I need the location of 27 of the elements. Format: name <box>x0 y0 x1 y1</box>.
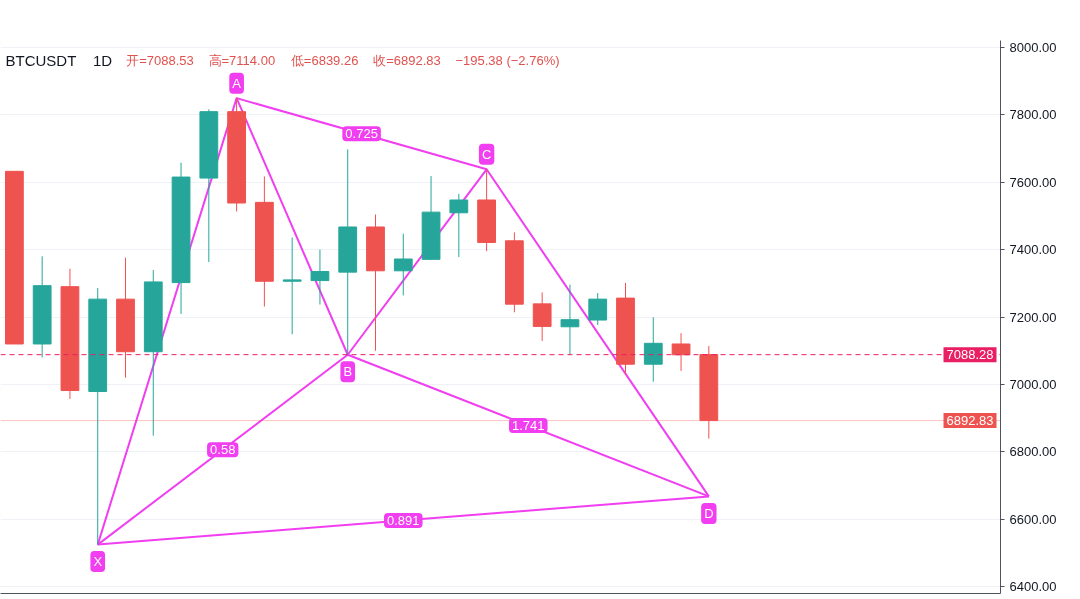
series-label: 1.741 <box>512 418 545 434</box>
series-label: 0.58 <box>210 442 236 458</box>
data-label: X <box>93 554 103 570</box>
y-tick-label: 7600.00 <box>1009 174 1057 190</box>
y-tick-label: 6800.00 <box>1009 444 1057 460</box>
y-tick-label: 6400.00 <box>1009 579 1057 595</box>
annotation: 高=7114.00 <box>208 53 276 68</box>
y-tick-label: 7800.00 <box>1009 107 1057 123</box>
data-label: A <box>232 75 242 91</box>
data-label: B <box>343 364 353 380</box>
ref-line-label: 6892.83 <box>946 413 994 429</box>
annotation: 开=7088.53 <box>126 53 194 68</box>
annotation: −195.38 (−2.76%) <box>455 53 560 68</box>
y-tick-label: 8000.00 <box>1009 39 1057 55</box>
annotation: 低=6839.26 <box>290 53 359 68</box>
series-label: 0.891 <box>387 513 420 528</box>
data-label: D <box>704 505 714 521</box>
series-label: 0.725 <box>345 126 378 142</box>
text: 1D <box>93 52 113 69</box>
data-label: C <box>481 146 492 162</box>
annotation: 收=6892.83 <box>373 53 441 68</box>
y-tick-label: 7200.00 <box>1009 309 1057 325</box>
y-tick-label: 7400.00 <box>1009 242 1057 258</box>
text: BTCUSDT <box>5 52 77 69</box>
ref-line-label: 7088.28 <box>946 347 994 363</box>
y-tick-label: 6600.00 <box>1009 511 1057 527</box>
y-tick-label: 7000.00 <box>1009 376 1057 392</box>
